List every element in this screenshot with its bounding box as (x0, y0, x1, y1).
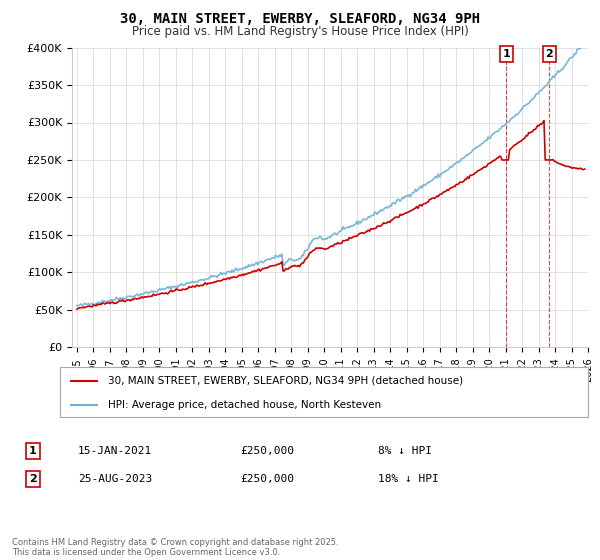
Text: 25-AUG-2023: 25-AUG-2023 (78, 474, 152, 484)
Text: 2: 2 (545, 49, 553, 59)
Text: £250,000: £250,000 (240, 474, 294, 484)
Text: 2: 2 (29, 474, 37, 484)
Text: £250,000: £250,000 (240, 446, 294, 456)
Text: 18% ↓ HPI: 18% ↓ HPI (378, 474, 439, 484)
Text: 15-JAN-2021: 15-JAN-2021 (78, 446, 152, 456)
Text: 1: 1 (502, 49, 510, 59)
Text: 8% ↓ HPI: 8% ↓ HPI (378, 446, 432, 456)
Text: 30, MAIN STREET, EWERBY, SLEAFORD, NG34 9PH (detached house): 30, MAIN STREET, EWERBY, SLEAFORD, NG34 … (107, 376, 463, 386)
Text: 30, MAIN STREET, EWERBY, SLEAFORD, NG34 9PH: 30, MAIN STREET, EWERBY, SLEAFORD, NG34 … (120, 12, 480, 26)
Text: 1: 1 (29, 446, 37, 456)
Text: Contains HM Land Registry data © Crown copyright and database right 2025.
This d: Contains HM Land Registry data © Crown c… (12, 538, 338, 557)
Text: HPI: Average price, detached house, North Kesteven: HPI: Average price, detached house, Nort… (107, 400, 380, 409)
Text: Price paid vs. HM Land Registry's House Price Index (HPI): Price paid vs. HM Land Registry's House … (131, 25, 469, 38)
